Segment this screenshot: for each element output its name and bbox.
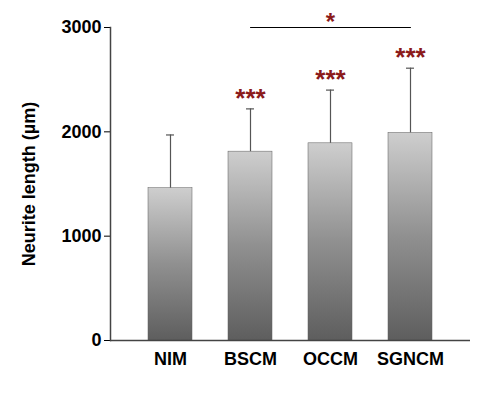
svg-text:*: * xyxy=(326,8,336,35)
svg-text:***: *** xyxy=(395,42,426,72)
svg-text:3000: 3000 xyxy=(61,17,101,37)
svg-text:1000: 1000 xyxy=(61,226,101,246)
svg-text:***: *** xyxy=(235,83,266,113)
svg-text:NIM: NIM xyxy=(154,349,187,369)
svg-text:***: *** xyxy=(315,64,346,94)
svg-text:0: 0 xyxy=(91,330,101,350)
svg-text:SGNCM: SGNCM xyxy=(377,349,444,369)
svg-text:Neurite length (µm): Neurite length (µm) xyxy=(19,102,39,266)
svg-text:BSCM: BSCM xyxy=(224,349,277,369)
svg-text:OCCM: OCCM xyxy=(303,349,358,369)
svg-text:2000: 2000 xyxy=(61,122,101,142)
